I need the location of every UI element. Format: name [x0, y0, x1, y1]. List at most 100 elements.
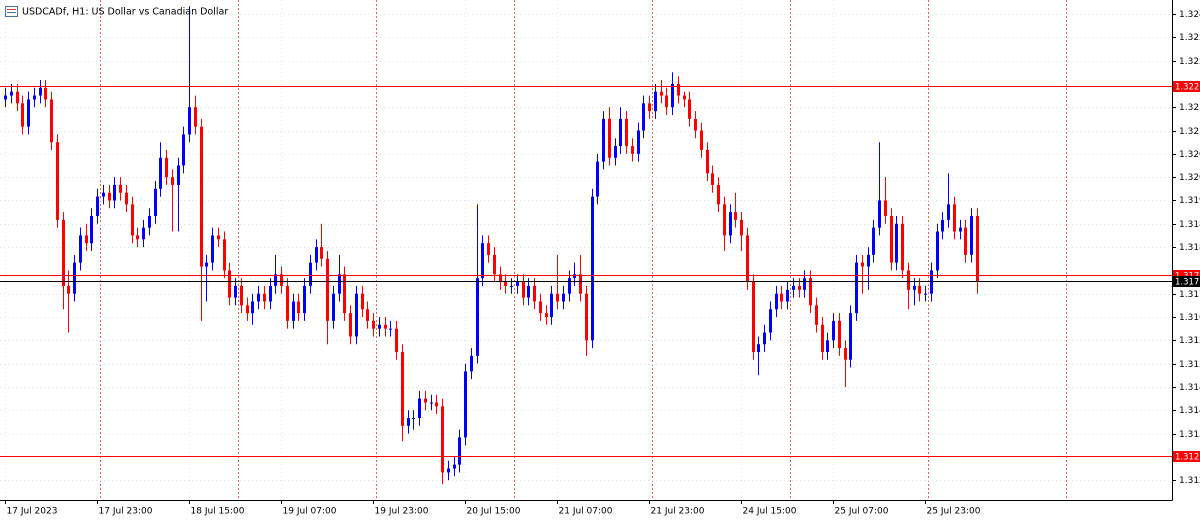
candle-body [412, 418, 415, 420]
candle-body [418, 398, 421, 419]
candle-body [194, 107, 197, 127]
candle-body [470, 355, 473, 372]
candle-body [608, 118, 611, 158]
candle-body [142, 227, 145, 240]
y-tick-label: 1.31880 [1179, 220, 1200, 230]
candle-body [292, 301, 295, 321]
candle-body [487, 243, 490, 255]
candle-body [832, 320, 835, 341]
candle-body [568, 278, 571, 294]
candle-body [752, 282, 755, 352]
candle-body [631, 146, 634, 154]
candle-body [706, 149, 709, 174]
candle-body [366, 309, 369, 321]
x-tick-label: 25 Jul 07:00 [835, 507, 889, 517]
candle-body [401, 351, 404, 426]
candle-body [688, 99, 691, 119]
x-tick-label: 24 Jul 15:00 [743, 507, 797, 517]
candle-body [941, 219, 944, 232]
candle-body [573, 274, 576, 279]
x-tick-label: 20 Jul 15:00 [467, 507, 521, 517]
y-tick-label: 1.31520 [1179, 360, 1200, 370]
x-tick-label: 18 Jul 15:00 [191, 507, 245, 517]
candle-body [895, 223, 898, 263]
candle-body [154, 188, 157, 217]
candle-body [326, 258, 329, 321]
candle-body [815, 305, 818, 325]
y-tick-label: 1.31700 [1179, 290, 1200, 300]
candle-body [585, 293, 588, 341]
candle-body [234, 285, 237, 298]
candle-body [729, 212, 732, 236]
x-tick-label: 17 Jul 2023 [7, 507, 58, 517]
candle-body [878, 200, 881, 228]
candle-body [550, 293, 553, 318]
candle-body [614, 146, 617, 158]
candle-body [90, 216, 93, 244]
y-tick-label: 1.31580 [1179, 336, 1200, 346]
candle-body [338, 274, 341, 294]
candle-body [648, 103, 651, 112]
candle-body [309, 262, 312, 286]
candle-body [959, 227, 962, 232]
candle-body [389, 328, 392, 330]
candle-body [527, 285, 530, 298]
candle-body [4, 95, 7, 100]
candle-body [700, 130, 703, 150]
candle-body [746, 235, 749, 283]
candle-body [545, 313, 548, 318]
candle-body [591, 196, 594, 341]
candle-body [504, 282, 507, 286]
candle-body [683, 95, 686, 100]
y-tick-label: 1.31400 [1179, 406, 1200, 416]
candle-body [435, 402, 438, 407]
candle-body [499, 274, 502, 283]
candle-body [378, 324, 381, 329]
candle-body [62, 219, 65, 286]
candle-body [211, 235, 214, 263]
candle-body [826, 340, 829, 352]
candle-body [821, 324, 824, 352]
candle-body [165, 157, 168, 178]
candle-body [159, 157, 162, 189]
candle-body [757, 344, 760, 352]
candle-body [44, 87, 47, 100]
candle-body [734, 212, 737, 220]
candle-body [332, 293, 335, 321]
candle-body [913, 285, 916, 290]
candle-body [372, 320, 375, 329]
candle-body [660, 91, 663, 96]
candle-body [395, 328, 398, 352]
candle-body [619, 118, 622, 147]
candle-body [303, 285, 306, 314]
candle-body [33, 95, 36, 100]
candle-body [918, 285, 921, 294]
candle-body [763, 332, 766, 345]
x-tick-label: 19 Jul 07:00 [283, 507, 337, 517]
candle-body [50, 99, 53, 143]
candle-body [21, 103, 24, 127]
candle-body [556, 293, 559, 302]
candle-body [263, 293, 266, 302]
candle-body [522, 282, 525, 298]
candle-body [108, 192, 111, 201]
y-tick-label: 1.32300 [1179, 57, 1200, 67]
candle-body [119, 184, 122, 193]
current-price-label: 1.31732 [1175, 278, 1200, 288]
candle-body [171, 177, 174, 185]
candle-body [775, 293, 778, 310]
x-tick-label: 21 Jul 07:00 [559, 507, 613, 517]
candle-body [464, 371, 467, 438]
candle-body [384, 324, 387, 329]
current-price-box [1173, 276, 1200, 287]
candle-body [694, 118, 697, 131]
candle-body [890, 216, 893, 263]
candle-body [102, 192, 105, 197]
y-tick-label: 1.31820 [1179, 243, 1200, 253]
candle-body [125, 192, 128, 205]
x-tick-label: 25 Jul 23:00 [927, 507, 981, 517]
levels: 1.322341.317491.312831.31732 [0, 81, 1200, 463]
candle-body [539, 301, 542, 314]
candle-body [361, 293, 364, 310]
